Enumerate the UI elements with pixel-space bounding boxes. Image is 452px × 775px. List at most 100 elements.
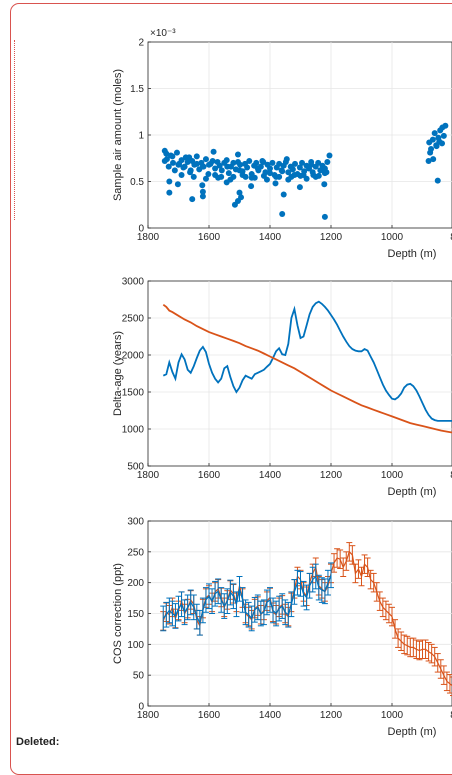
x-tick-label: 1600 bbox=[198, 232, 221, 243]
deleted-label: Deleted: bbox=[16, 736, 60, 748]
y-tick-label: 3000 bbox=[122, 277, 145, 288]
data-point bbox=[175, 161, 182, 168]
data-point bbox=[253, 159, 260, 166]
data-point bbox=[442, 122, 449, 129]
data-point bbox=[170, 159, 177, 166]
data-point bbox=[209, 158, 216, 165]
data-point bbox=[199, 188, 206, 195]
data-point bbox=[436, 138, 443, 145]
data-layer bbox=[162, 300, 452, 434]
data-point bbox=[248, 183, 255, 190]
data-point bbox=[276, 160, 283, 167]
x-tick-label: 1600 bbox=[198, 710, 221, 721]
data-point bbox=[324, 158, 331, 165]
y-tick-label: 100 bbox=[127, 640, 144, 651]
data-point bbox=[283, 156, 290, 163]
series-line bbox=[162, 303, 452, 434]
data-point bbox=[216, 162, 223, 169]
data-point bbox=[181, 163, 188, 170]
data-point bbox=[199, 193, 206, 200]
data-point bbox=[238, 194, 245, 201]
data-point bbox=[280, 191, 287, 198]
y-tick-label: 300 bbox=[127, 517, 144, 528]
data-point bbox=[174, 181, 181, 188]
data-point bbox=[224, 163, 231, 170]
data-point bbox=[239, 171, 246, 178]
y-tick-label: 250 bbox=[127, 547, 144, 558]
data-point bbox=[267, 170, 273, 177]
data-layer bbox=[160, 542, 452, 697]
data-point bbox=[189, 196, 196, 203]
data-point bbox=[276, 173, 283, 180]
y-axis-label: COS correction (ppt) bbox=[112, 563, 124, 664]
data-point bbox=[309, 169, 316, 176]
data-point bbox=[279, 211, 286, 218]
data-point bbox=[199, 163, 206, 170]
y-tick-label: 2500 bbox=[122, 314, 145, 325]
data-point bbox=[288, 173, 295, 180]
data-point bbox=[187, 167, 194, 174]
data-point bbox=[251, 174, 258, 181]
data-point bbox=[236, 167, 243, 174]
y-tick-label: 0 bbox=[138, 702, 144, 713]
data-point bbox=[161, 147, 168, 154]
series-line bbox=[162, 575, 332, 625]
chart-panel-1: 1800 1600 1400 1200 1000 8 0 0.5 1 1.5 2 Depth (m) S… bbox=[112, 28, 452, 260]
data-point bbox=[259, 158, 266, 165]
data-point bbox=[237, 161, 244, 168]
data-point bbox=[171, 167, 178, 174]
data-point bbox=[440, 132, 447, 139]
data-point bbox=[246, 158, 253, 165]
data-point bbox=[279, 168, 286, 175]
data-point bbox=[321, 213, 328, 220]
data-point bbox=[300, 171, 307, 178]
data-point bbox=[244, 164, 251, 171]
x-tick-label: 1200 bbox=[320, 710, 343, 721]
x-tick-label: 1800 bbox=[137, 710, 160, 721]
data-point bbox=[321, 181, 328, 188]
x-tick-label: 1000 bbox=[381, 232, 404, 243]
data-point bbox=[173, 149, 180, 156]
data-point bbox=[215, 174, 222, 181]
data-point bbox=[267, 165, 273, 172]
data-point bbox=[289, 166, 296, 173]
x-tick-label: 1000 bbox=[381, 470, 404, 481]
data-point bbox=[429, 136, 436, 143]
x-tick-label: 1000 bbox=[381, 710, 404, 721]
x-tick-label: 1400 bbox=[259, 710, 282, 721]
y-tick-label: 150 bbox=[127, 609, 144, 620]
data-point bbox=[163, 156, 170, 163]
y-tick-label: 500 bbox=[127, 462, 144, 473]
data-point bbox=[234, 151, 241, 158]
data-point bbox=[236, 189, 243, 196]
data-point bbox=[184, 158, 191, 165]
data-point bbox=[166, 178, 173, 185]
x-tick-label: 1800 bbox=[137, 470, 160, 481]
data-point bbox=[315, 159, 322, 166]
data-point bbox=[269, 159, 276, 166]
data-point bbox=[190, 173, 197, 180]
chart-panel-3: 1800 1600 1400 1200 1000 8 0 50 100 150 200 250 300 D… bbox=[112, 517, 452, 738]
data-point bbox=[223, 179, 230, 186]
data-point bbox=[323, 169, 330, 176]
y-tick-label: 0.5 bbox=[130, 177, 144, 188]
chart-panel-2: 1800 1600 1400 1200 1000 8 500 1000 1500 2000 2500… bbox=[112, 277, 452, 498]
data-point bbox=[285, 169, 292, 176]
data-point bbox=[326, 152, 333, 159]
y-tick-label: 1.5 bbox=[130, 84, 144, 95]
data-point bbox=[225, 170, 232, 177]
data-point bbox=[296, 164, 303, 171]
data-point bbox=[165, 163, 172, 170]
data-point bbox=[299, 159, 306, 166]
data-point bbox=[193, 160, 200, 167]
data-point bbox=[212, 165, 219, 172]
y-tick-label: 1 bbox=[138, 131, 144, 142]
y-axis-label: Sample air amount (moles) bbox=[112, 69, 124, 201]
data-point bbox=[223, 157, 230, 164]
data-point bbox=[205, 171, 212, 178]
data-point bbox=[218, 167, 225, 174]
x-axis-label: Depth (m) bbox=[388, 486, 437, 498]
data-point bbox=[206, 161, 212, 168]
x-tick-label: 8 bbox=[450, 710, 452, 721]
